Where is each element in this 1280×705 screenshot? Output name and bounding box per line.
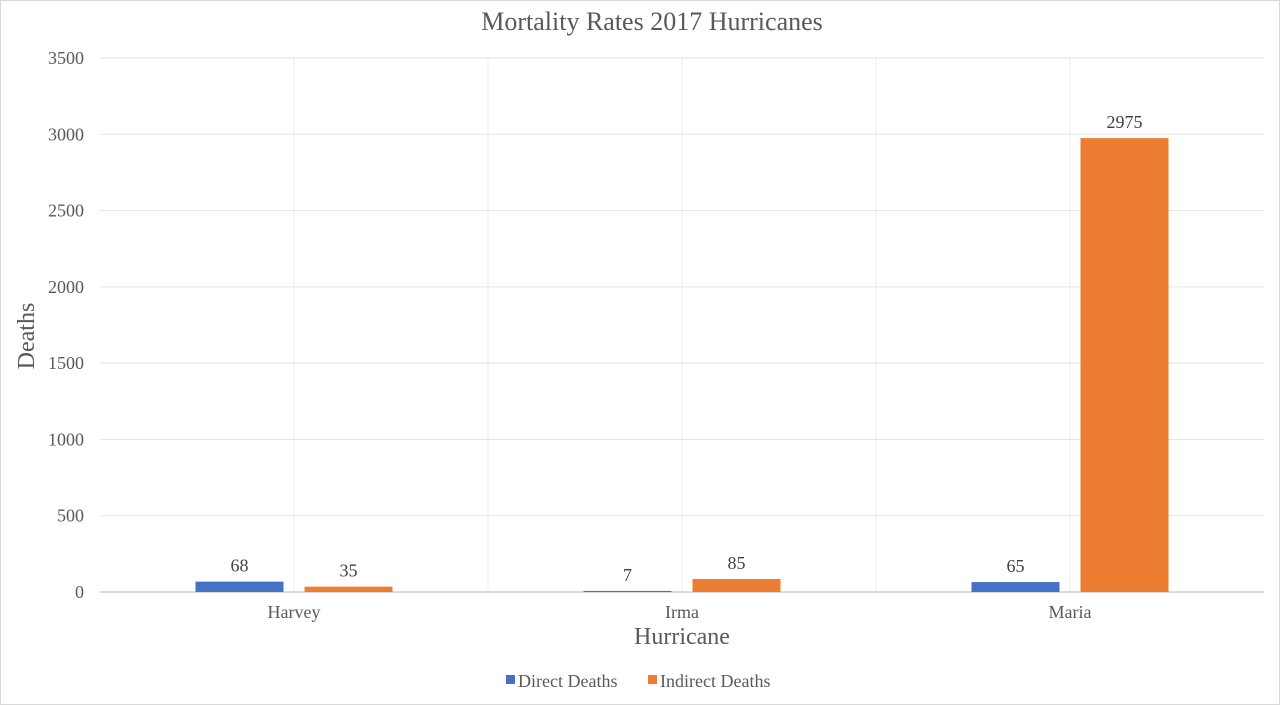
legend-swatch bbox=[506, 675, 515, 684]
data-label: 35 bbox=[340, 561, 358, 581]
data-label: 2975 bbox=[1107, 112, 1143, 132]
y-tick-label: 2000 bbox=[48, 277, 84, 297]
bar-indirect-deaths bbox=[692, 579, 781, 592]
x-tick-label: Maria bbox=[1049, 602, 1092, 622]
legend-item: Direct Deaths bbox=[518, 671, 617, 691]
y-tick-label: 0 bbox=[75, 582, 84, 602]
bar-direct-deaths bbox=[971, 582, 1060, 592]
y-tick-label: 3500 bbox=[48, 48, 84, 68]
y-tick-label: 2500 bbox=[48, 201, 84, 221]
data-label: 7 bbox=[623, 565, 632, 585]
legend-swatch bbox=[648, 675, 657, 684]
data-label: 68 bbox=[231, 556, 249, 576]
x-tick-label: Harvey bbox=[268, 602, 321, 622]
bar-indirect-deaths bbox=[304, 586, 393, 592]
data-label: 65 bbox=[1007, 556, 1025, 576]
bar-indirect-deaths bbox=[1080, 138, 1169, 592]
chart-title: Mortality Rates 2017 Hurricanes bbox=[481, 7, 823, 36]
data-label: 85 bbox=[728, 553, 746, 573]
x-axis-label: Hurricane bbox=[634, 624, 730, 650]
y-tick-label: 3000 bbox=[48, 124, 84, 144]
y-tick-label: 500 bbox=[57, 506, 84, 526]
legend-item: Indirect Deaths bbox=[660, 671, 770, 691]
bar-direct-deaths bbox=[195, 581, 284, 592]
y-tick-label: 1000 bbox=[48, 429, 84, 449]
bar-direct-deaths bbox=[583, 590, 672, 592]
x-tick-label: Irma bbox=[665, 602, 699, 622]
y-axis-label: Deaths bbox=[14, 303, 40, 370]
y-tick-label: 1500 bbox=[48, 353, 84, 373]
